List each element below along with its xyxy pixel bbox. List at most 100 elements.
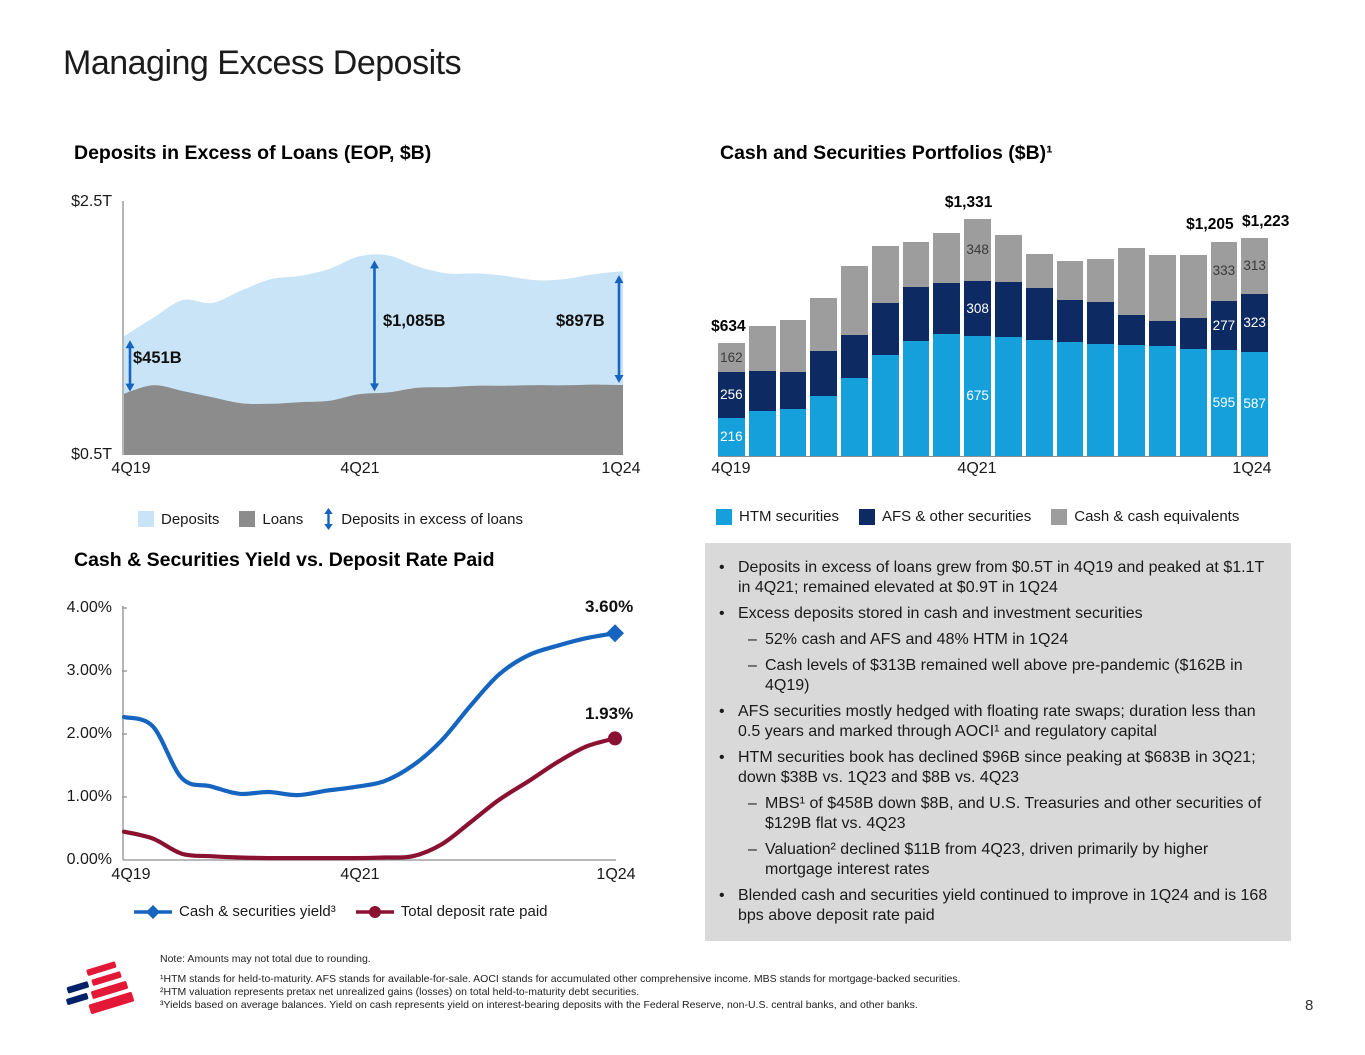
bullet-text: AFS securities mostly hedged with floati… xyxy=(738,703,1256,740)
line-y-tick-1: 1.00% xyxy=(66,788,112,805)
diamond-marker-icon xyxy=(134,904,172,919)
bar-4Q21: 348 308 675 $1,331 xyxy=(945,194,992,456)
htm-swatch-icon xyxy=(716,508,732,525)
sub-bullet-item: – Valuation² declined $11B from 4Q23, dri… xyxy=(705,840,1275,880)
legend-label: Cash & securities yield³ xyxy=(179,903,336,920)
double-arrow-icon xyxy=(324,508,334,530)
bar-segment-htm xyxy=(1087,344,1115,456)
cash-swatch-icon xyxy=(1051,508,1068,525)
bar-segment-htm xyxy=(995,337,1022,456)
legend-item-loans: Loans xyxy=(239,511,303,528)
legend-label: Loans xyxy=(262,510,304,528)
deposits-swatch-icon xyxy=(138,511,154,527)
bar-2Q22 xyxy=(1025,195,1053,456)
bar-segment-cash xyxy=(933,232,961,283)
bar-segment-afs xyxy=(995,282,1022,338)
line-x-tick-4q19: 4Q19 xyxy=(111,866,151,883)
bullet-item: • AFS securities mostly hedged with float… xyxy=(705,702,1275,742)
bar-segment-htm xyxy=(1148,346,1176,456)
footnotes: Note: Amounts may not total due to round… xyxy=(160,953,1150,1012)
afs-swatch-icon xyxy=(859,508,876,525)
circle-marker-icon xyxy=(355,905,394,918)
bar-segment-htm: 216 xyxy=(718,417,745,456)
bar-segment-afs: 277 xyxy=(1210,300,1238,351)
bar-segment-cash xyxy=(1118,247,1145,315)
area-x-tick-1q24: 1Q24 xyxy=(601,460,641,477)
legend-item-rate: Total deposit rate paid xyxy=(355,903,548,920)
bar-segment-htm xyxy=(841,378,868,456)
bar-1Q23 xyxy=(1118,195,1145,456)
diamond-marker-icon xyxy=(606,624,624,643)
deposits-area-chart xyxy=(122,201,624,455)
bar-3Q21 xyxy=(933,195,961,456)
bar-4Q19: 162 256 216 $634 xyxy=(711,195,746,456)
sub-bullet-item: –52% cash and AFS and 48% HTM in 1Q24 xyxy=(705,630,1275,650)
bar-segment-afs xyxy=(779,372,807,409)
bars-x-tick-4q21: 4Q21 xyxy=(957,460,997,477)
bar-segment-cash xyxy=(779,320,807,372)
bar-segment-htm: 675 xyxy=(964,335,992,456)
bank-of-america-logo xyxy=(66,961,134,1014)
bar-segment-cash xyxy=(902,242,930,287)
bar-segment-cash xyxy=(748,325,776,371)
bar-segment-cash xyxy=(1148,255,1176,322)
bullet-item: • HTM securities book has declined $96B s… xyxy=(705,748,1275,788)
bar-total-label: $1,223 xyxy=(1241,213,1290,231)
bar-segment-htm xyxy=(1025,340,1053,456)
bar-segment-htm xyxy=(779,409,807,456)
legend-item-afs: AFS & other securities xyxy=(859,508,1031,525)
bullet-item: • Blended cash and securities yield conti… xyxy=(705,886,1275,926)
bullet-marker: • xyxy=(719,559,725,576)
bar-1Q21 xyxy=(871,195,899,456)
bullet-marker: – xyxy=(748,841,757,858)
bullet-text: Blended cash and securities yield contin… xyxy=(738,887,1268,924)
bar-segment-afs xyxy=(841,335,868,378)
bar-segment-htm xyxy=(1118,345,1145,456)
bar-segment-afs xyxy=(748,370,776,411)
stacked-bar-chart: 162 256 216 $634 348 308 675 $1,331 333 277 595 $1,… xyxy=(711,194,1289,457)
bar-3Q20 xyxy=(810,195,838,456)
bar-segment-htm: 595 xyxy=(1210,350,1238,456)
bar-1Q20 xyxy=(748,195,776,456)
legend-item-cash: Cash & cash equivalents xyxy=(1051,508,1239,525)
deposits-chart-title: Deposits in Excess of Loans (EOP, $B) xyxy=(74,142,432,164)
bar-segment-cash xyxy=(1179,254,1207,318)
bullet-marker: • xyxy=(719,749,725,766)
legend-item-excess: Deposits in excess of loans xyxy=(323,508,523,530)
bullet-text: MBS¹ of $458B down $8B, and U.S. Treasur… xyxy=(765,795,1262,832)
bullet-text: Valuation² declined $11B from 4Q23, driv… xyxy=(765,841,1209,878)
portfolios-chart-legend: HTM securities AFS & other securities Ca… xyxy=(716,508,1259,525)
yield-line-chart xyxy=(121,606,624,861)
bar-segment-cash: 333 xyxy=(1210,241,1238,301)
sub-bullet-item: – Cash levels of $313B remained well abov… xyxy=(705,656,1275,696)
excess-arrow xyxy=(369,260,379,392)
line-y-tick-2: 2.00% xyxy=(66,725,112,742)
area-y-axis-top-label: $2.5T xyxy=(71,193,112,210)
bullet-text: Excess deposits stored in cash and inves… xyxy=(738,605,1143,622)
bars-x-tick-1q24: 1Q24 xyxy=(1232,460,1272,477)
bar-2Q21 xyxy=(902,195,930,456)
bar-segment-afs: 256 xyxy=(718,371,745,418)
legend-label: Total deposit rate paid xyxy=(400,903,548,920)
bar-4Q23: 333 277 595 $1,205 xyxy=(1186,195,1238,456)
bar-4Q22 xyxy=(1087,195,1115,456)
loans-swatch-icon xyxy=(239,511,256,527)
bullet-marker: • xyxy=(719,887,725,904)
bullet-marker: – xyxy=(748,631,757,648)
bar-segment-afs xyxy=(1148,321,1176,347)
line-y-tick-3: 3.00% xyxy=(66,662,112,679)
excess-arrow xyxy=(614,275,624,384)
annotation-451b: $451B xyxy=(133,349,182,367)
line-y-tick-4: 4.00% xyxy=(66,599,112,616)
legend-item-htm: HTM securities xyxy=(716,508,839,525)
bar-segment-cash: 162 xyxy=(718,343,745,372)
bar-segment-htm xyxy=(902,341,930,456)
legend-label: Cash & cash equivalents xyxy=(1074,508,1240,525)
bar-2Q20 xyxy=(779,195,807,456)
yield-chart-title: Cash & Securities Yield vs. Deposit Rate… xyxy=(74,549,495,571)
line-y-tick-0: 0.00% xyxy=(66,851,112,868)
bar-1Q22 xyxy=(995,195,1022,456)
bullet-item: • Deposits in excess of loans grew from $… xyxy=(705,558,1275,598)
bullet-marker: • xyxy=(719,605,725,622)
